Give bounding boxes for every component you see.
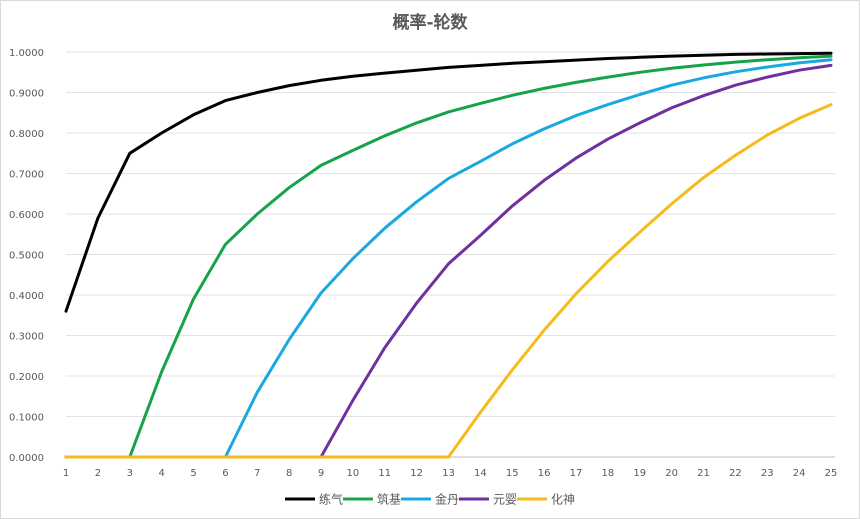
y-axis-ticks: 0.0000 0.1000 0.2000 0.3000 0.4000 0.5000 0.60…	[9, 48, 44, 464]
legend-label: 筑基	[377, 492, 401, 507]
x-tick-label: 4	[158, 468, 164, 479]
x-tick-label: 1	[63, 468, 69, 479]
series-lines	[64, 51, 833, 459]
x-tick-label: 6	[222, 468, 228, 479]
x-tick-label: 20	[665, 468, 678, 479]
y-tick-label: 0.2000	[9, 372, 44, 383]
x-tick-label: 18	[602, 468, 615, 479]
x-tick-label: 11	[378, 468, 391, 479]
y-tick-label: 0.4000	[9, 291, 44, 302]
x-tick-label: 25	[825, 468, 838, 479]
y-tick-label: 0.6000	[9, 210, 44, 221]
series-line	[64, 63, 833, 459]
y-tick-label: 0.9000	[9, 89, 44, 100]
x-tick-label: 17	[570, 468, 583, 479]
x-tick-label: 13	[442, 468, 455, 479]
x-tick-label: 8	[286, 468, 292, 479]
y-tick-label: 0.8000	[9, 129, 44, 140]
series-line	[64, 54, 833, 459]
x-tick-label: 19	[633, 468, 646, 479]
x-tick-label: 12	[410, 468, 423, 479]
x-tick-label: 15	[506, 468, 519, 479]
chart-title: 概率-轮数	[392, 12, 468, 33]
x-tick-label: 21	[697, 468, 710, 479]
x-tick-label: 9	[318, 468, 324, 479]
x-tick-label: 2	[95, 468, 101, 479]
x-tick-label: 5	[190, 468, 196, 479]
x-tick-label: 7	[254, 468, 260, 479]
y-tick-label: 0.1000	[9, 413, 44, 424]
series-line	[64, 51, 833, 313]
series-line	[64, 103, 833, 459]
x-tick-label: 16	[538, 468, 551, 479]
x-tick-label: 22	[729, 468, 742, 479]
gridlines	[66, 51, 835, 458]
y-tick-label: 0.3000	[9, 332, 44, 343]
x-tick-label: 10	[347, 468, 360, 479]
legend-label: 金丹	[435, 492, 459, 507]
legend-label: 元婴	[493, 493, 517, 507]
x-tick-label: 3	[127, 468, 133, 479]
y-tick-label: 1.0000	[9, 48, 44, 59]
x-tick-label: 23	[761, 468, 774, 479]
x-tick-label: 24	[793, 468, 806, 479]
y-tick-label: 0.7000	[9, 170, 44, 181]
x-axis-ticks: 1 2 3 4 5 6 7 8 9 10 11 12 13 14 15 16 17 18 19 20 21 22 23 24 2…	[63, 468, 838, 479]
y-tick-label: 0.0000	[9, 453, 44, 464]
legend-label: 化神	[551, 493, 575, 507]
legend-label: 练气	[319, 492, 343, 507]
y-tick-label: 0.5000	[9, 251, 44, 262]
x-tick-label: 14	[474, 468, 487, 479]
series-line	[64, 58, 833, 459]
legend: 练气 筑基 金丹 元婴 化神	[285, 492, 575, 507]
